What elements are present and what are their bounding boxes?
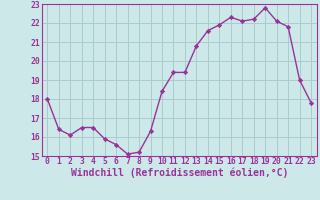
X-axis label: Windchill (Refroidissement éolien,°C): Windchill (Refroidissement éolien,°C): [70, 168, 288, 178]
